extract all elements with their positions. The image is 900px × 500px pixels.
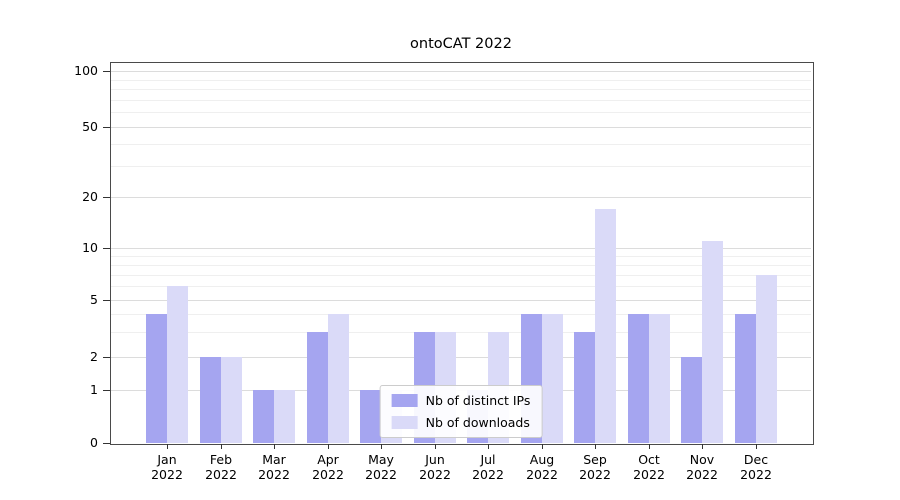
x-axis-tick-mark [221,444,222,449]
y-axis-tick-mark [103,390,110,391]
bar-nb-of-distinct-ips-sep [574,332,595,443]
bar-nb-of-downloads-feb [221,357,242,443]
x-axis-tick-label: Oct 2022 [633,452,665,482]
minor-gridline [111,166,811,167]
x-axis-tick-mark [328,444,329,449]
y-axis-tick-mark [103,443,110,444]
y-axis-tick-label: 20 [82,189,98,204]
y-axis-tick-label: 0 [90,435,98,450]
x-axis-tick-label: Sep 2022 [579,452,611,482]
y-axis-tick-mark [103,357,110,358]
major-gridline [111,300,811,301]
minor-gridline [111,100,811,101]
x-axis-tick-mark [649,444,650,449]
y-axis-tick-mark [103,197,110,198]
y-axis-tick-mark [103,248,110,249]
minor-gridline [111,286,811,287]
bar-nb-of-downloads-nov [702,241,723,443]
legend-swatch-downloads [391,416,418,429]
y-axis-tick-mark [103,127,110,128]
x-axis-tick-mark [542,444,543,449]
minor-gridline [111,265,811,266]
x-axis-tick-label: Jan 2022 [151,452,183,482]
bar-nb-of-distinct-ips-mar [253,390,274,443]
x-axis-tick-mark [435,444,436,449]
legend-item-downloads: Nb of downloads [391,415,531,430]
bar-nb-of-downloads-dec [756,275,777,443]
minor-gridline [111,256,811,257]
minor-gridline [111,332,811,333]
x-axis-tick-mark [702,444,703,449]
x-axis-tick-mark [167,444,168,449]
minor-gridline [111,144,811,145]
x-axis-tick-mark [595,444,596,449]
chart-title: ontoCAT 2022 [410,36,512,52]
bar-nb-of-distinct-ips-apr [307,332,328,443]
major-gridline [111,248,811,249]
bar-nb-of-distinct-ips-oct [628,314,649,443]
minor-gridline [111,89,811,90]
y-axis-tick-label: 5 [90,292,98,307]
bar-nb-of-downloads-apr [328,314,349,443]
x-axis-tick-label: Apr 2022 [312,452,344,482]
x-axis-tick-label: May 2022 [365,452,397,482]
x-axis-tick-mark [488,444,489,449]
bar-nb-of-downloads-mar [274,390,295,443]
major-gridline [111,127,811,128]
y-axis-tick-label: 50 [82,119,98,134]
minor-gridline [111,80,811,81]
y-axis-tick-mark [103,71,110,72]
bar-nb-of-downloads-oct [649,314,670,443]
bar-nb-of-downloads-sep [595,209,616,443]
bar-nb-of-downloads-aug [542,314,563,443]
bar-nb-of-distinct-ips-feb [200,357,221,443]
bar-nb-of-distinct-ips-may [360,390,381,443]
x-axis-tick-label: Nov 2022 [686,452,718,482]
minor-gridline [111,112,811,113]
bar-nb-of-distinct-ips-jan [146,314,167,443]
x-axis-tick-label: Dec 2022 [740,452,772,482]
x-axis-tick-label: Feb 2022 [205,452,237,482]
legend: Nb of distinct IPs Nb of downloads [379,385,543,438]
legend-swatch-distinct-ips [391,394,418,407]
major-gridline [111,197,811,198]
y-axis-tick-mark [103,300,110,301]
bar-nb-of-distinct-ips-nov [681,357,702,443]
y-axis-tick-label: 1 [90,382,98,397]
bar-nb-of-distinct-ips-dec [735,314,756,443]
x-axis-tick-mark [274,444,275,449]
legend-label-downloads: Nb of downloads [425,415,530,430]
major-gridline [111,357,811,358]
legend-item-distinct-ips: Nb of distinct IPs [391,393,531,408]
y-axis-tick-label: 2 [90,349,98,364]
y-axis-tick-label: 100 [74,63,98,78]
x-axis-tick-label: Jun 2022 [419,452,451,482]
y-axis-tick-label: 10 [82,240,98,255]
minor-gridline [111,314,811,315]
major-gridline [111,71,811,72]
bar-nb-of-downloads-jan [167,286,188,443]
x-axis-tick-label: Mar 2022 [258,452,290,482]
minor-gridline [111,275,811,276]
x-axis-tick-label: Jul 2022 [472,452,504,482]
x-axis-tick-label: Aug 2022 [526,452,558,482]
legend-label-distinct-ips: Nb of distinct IPs [425,393,531,408]
x-axis-tick-mark [756,444,757,449]
x-axis-tick-mark [381,444,382,449]
